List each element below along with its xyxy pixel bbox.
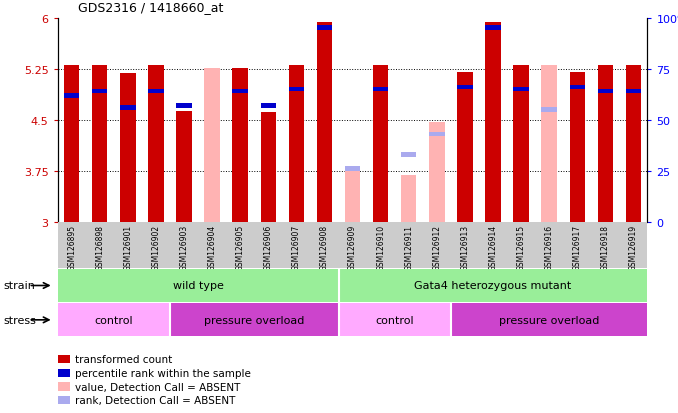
Text: wild type: wild type [173,281,224,291]
Text: GSM126906: GSM126906 [264,225,273,271]
Text: transformed count: transformed count [75,354,172,364]
Text: GSM126901: GSM126901 [123,225,132,271]
Bar [148,90,163,94]
Bar [513,65,529,222]
Text: GSM126905: GSM126905 [236,225,245,271]
Bar [58,269,338,302]
Bar [170,304,338,337]
Bar [345,167,360,172]
Text: GSM126917: GSM126917 [573,225,582,271]
Bar [513,88,529,92]
Bar [260,104,276,109]
Text: GSM126915: GSM126915 [517,225,525,271]
Bar [373,88,388,92]
Text: pressure overload: pressure overload [204,315,304,325]
Bar [289,88,304,92]
Text: GSM126916: GSM126916 [544,225,554,271]
Bar [626,90,641,94]
Bar [570,85,585,90]
Bar [401,153,416,157]
Bar [120,74,136,222]
Bar [401,176,416,222]
Text: GSM126914: GSM126914 [489,225,498,271]
Text: pressure overload: pressure overload [499,315,599,325]
Bar [233,69,248,222]
Text: stress: stress [3,315,36,325]
Text: control: control [94,315,133,325]
Text: GSM126911: GSM126911 [404,225,413,271]
Bar [338,269,662,302]
Text: GSM126902: GSM126902 [151,225,161,271]
Text: GSM126909: GSM126909 [348,225,357,271]
Bar [233,90,248,94]
Text: GSM126912: GSM126912 [433,225,441,271]
Bar [457,73,473,222]
Bar [92,66,108,222]
Text: Gata4 heterozygous mutant: Gata4 heterozygous mutant [414,281,572,291]
Bar [451,304,647,337]
Text: GSM126898: GSM126898 [96,225,104,271]
Bar [597,90,613,94]
Text: GSM126918: GSM126918 [601,225,610,271]
Text: rank, Detection Call = ABSENT: rank, Detection Call = ABSENT [75,395,236,405]
Text: GSM126910: GSM126910 [376,225,385,271]
Text: GSM126904: GSM126904 [207,225,216,271]
Bar [58,304,170,337]
Bar [204,69,220,222]
Bar [457,85,473,90]
Bar [317,26,332,31]
Bar [429,132,445,137]
Bar [597,66,613,222]
Text: value, Detection Call = ABSENT: value, Detection Call = ABSENT [75,382,241,392]
Text: GSM126907: GSM126907 [292,225,301,271]
Bar [317,23,332,222]
Bar [626,66,641,222]
Bar [570,73,585,222]
Bar [338,304,451,337]
Text: GSM126895: GSM126895 [67,225,76,271]
Text: percentile rank within the sample: percentile rank within the sample [75,368,251,378]
Text: GDS2316 / 1418660_at: GDS2316 / 1418660_at [78,2,223,14]
Bar [176,104,192,109]
Bar [64,65,79,222]
Bar [148,66,163,222]
Bar [542,65,557,222]
Bar [92,90,108,94]
Bar [485,23,501,222]
Bar [260,112,276,222]
Text: GSM126919: GSM126919 [629,225,638,271]
Bar [485,26,501,31]
Text: GSM126908: GSM126908 [320,225,329,271]
Text: strain: strain [3,281,35,291]
Bar [120,106,136,111]
Bar [176,112,192,222]
Text: GSM126913: GSM126913 [460,225,469,271]
Bar [542,108,557,113]
Bar [429,123,445,222]
Text: GSM126903: GSM126903 [180,225,188,271]
Bar [373,65,388,222]
Bar [64,94,79,98]
Bar [289,65,304,222]
Bar [345,171,360,222]
Text: control: control [376,315,414,325]
